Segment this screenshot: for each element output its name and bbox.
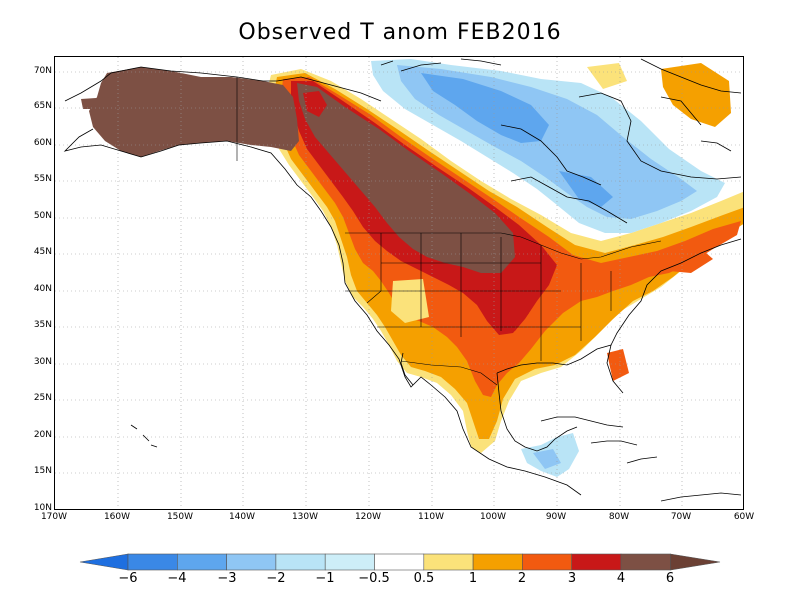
lat-label: 20N — [33, 430, 52, 440]
lon-label: 120W — [354, 512, 382, 522]
colorbar-label: −3 — [217, 571, 237, 586]
anomaly-alaska-pen — [81, 97, 113, 109]
lat-label: 15N — [33, 466, 52, 476]
anomaly-alaska — [89, 67, 299, 157]
colorbar-label: −0.5 — [358, 571, 390, 586]
lon-label: 90W — [545, 512, 567, 522]
lon-label: 110W — [417, 512, 445, 522]
colorbar-swatch — [571, 553, 622, 571]
anomaly-band-4 — [297, 83, 515, 273]
colorbar-label: −6 — [118, 571, 138, 586]
colorbar-graphic — [79, 553, 721, 571]
colorbar-swatch — [275, 553, 326, 571]
anomaly-pocket — [607, 349, 629, 381]
colorbar-swatch — [127, 553, 178, 571]
anomaly-pocket — [303, 91, 327, 117]
colorbar-swatch — [423, 553, 474, 571]
anomaly-pocket — [391, 279, 429, 323]
lon-label: 140W — [228, 512, 256, 522]
coastlines — [63, 58, 742, 502]
anomaly-cold-south — [533, 449, 561, 469]
colorbar-label: −4 — [167, 571, 187, 586]
lon-label: 80W — [608, 512, 630, 522]
colorbar-swatch — [374, 553, 425, 571]
colorbar-label: 2 — [517, 571, 527, 586]
colorbar-swatch — [620, 553, 671, 571]
anomaly-map — [54, 56, 744, 510]
anomaly-pocket — [661, 63, 731, 127]
lon-label: 150W — [166, 512, 194, 522]
lat-label: 70N — [33, 66, 52, 76]
colorbar-swatch — [226, 553, 277, 571]
lat-label: 30N — [33, 357, 52, 367]
colorbar-swatch — [177, 553, 227, 571]
anomaly-cold-strong — [559, 171, 613, 207]
anomaly-field — [55, 57, 743, 509]
lat-label: 55N — [33, 174, 52, 184]
colorbar-label: −1 — [315, 571, 335, 586]
anomaly-pocket — [587, 63, 627, 89]
anomaly-shading — [81, 59, 743, 477]
anomaly-pocket — [493, 289, 529, 331]
lon-label: 60W — [733, 512, 755, 522]
anomaly-cold-strong — [421, 73, 549, 143]
colorbar-arrow-low — [79, 553, 129, 571]
colorbar-label: 3 — [567, 571, 577, 586]
anomaly-pocket — [663, 245, 713, 273]
colorbar-swatch — [522, 553, 573, 571]
lat-label: 60N — [33, 138, 52, 148]
colorbar-label: 6 — [665, 571, 675, 586]
lat-label: 40N — [33, 284, 52, 294]
lon-label: 100W — [479, 512, 507, 522]
colorbar-swatch — [324, 553, 375, 571]
colorbar-label: 0.5 — [413, 571, 435, 586]
lat-label: 10N — [33, 503, 52, 513]
plot-title: Observed T anom FEB2016 — [238, 20, 562, 45]
colorbar-swatch — [472, 553, 523, 571]
lat-label: 65N — [33, 101, 52, 111]
lat-label: 45N — [33, 247, 52, 257]
lon-label: 160W — [103, 512, 131, 522]
political-borders — [236, 77, 662, 386]
colorbar-label: 1 — [468, 571, 478, 586]
lat-label: 25N — [33, 393, 52, 403]
lon-label: 170W — [40, 512, 68, 522]
lon-label: 70W — [670, 512, 692, 522]
colorbar-label: 4 — [616, 571, 626, 586]
lat-label: 35N — [33, 320, 52, 330]
lon-label: 130W — [291, 512, 319, 522]
colorbar-arrow-high — [669, 553, 721, 571]
lat-label: 50N — [33, 211, 52, 221]
colorbar-label: −2 — [266, 571, 286, 586]
